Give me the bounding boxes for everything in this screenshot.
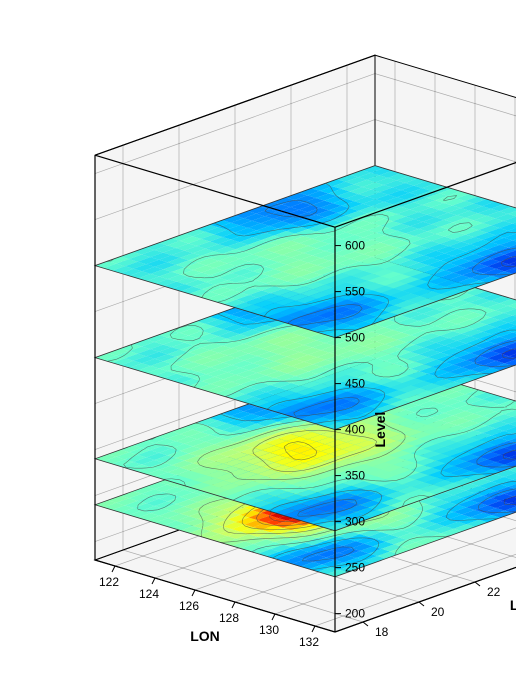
x-tick-132: 132	[299, 635, 319, 649]
y-tick-22: 22	[487, 585, 501, 599]
z-tick-350: 350	[345, 469, 365, 483]
x-tick-126: 126	[179, 599, 199, 613]
z-tick-550: 550	[345, 285, 365, 299]
x-tick-130: 130	[259, 623, 279, 637]
x-tick-124: 124	[139, 587, 159, 601]
z-tick-600: 600	[345, 239, 365, 253]
x-axis-label: LON	[190, 628, 220, 644]
y-tick-20: 20	[431, 605, 445, 619]
z-tick-500: 500	[345, 331, 365, 345]
y-tick-18: 18	[375, 625, 389, 639]
z-tick-250: 250	[345, 561, 365, 575]
z-tick-400: 400	[345, 423, 365, 437]
3d-chart: 200 250 300 350 400 450 500 550 600 Level 122 124 12…	[0, 0, 516, 693]
z-axis-label: Level	[372, 412, 388, 448]
x-tick-128: 128	[219, 611, 239, 625]
z-tick-200: 200	[345, 607, 365, 621]
y-axis-label: LAT	[510, 597, 516, 613]
z-tick-300: 300	[345, 515, 365, 529]
chart-container: 200 250 300 350 400 450 500 550 600 Level 122 124 12…	[0, 0, 516, 693]
z-tick-450: 450	[345, 377, 365, 391]
x-tick-122: 122	[99, 575, 119, 589]
